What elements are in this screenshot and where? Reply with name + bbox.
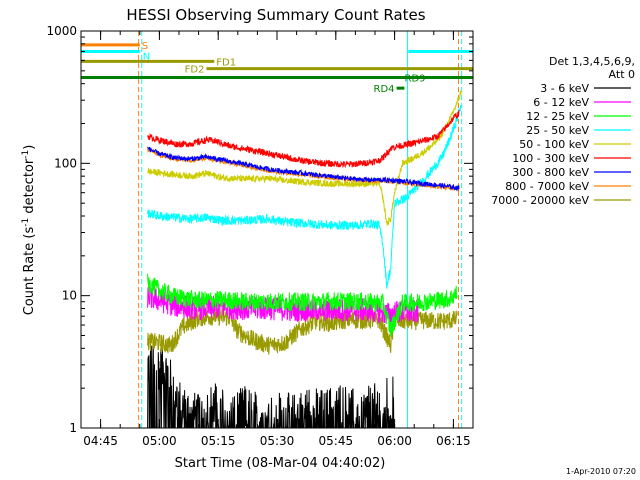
flag-label: FD1 (216, 57, 236, 68)
x-axis-ticks: 04:45 05:00 05:15 05:30 05:45 06:00 06:15 (80, 31, 474, 448)
legend-label: 25 - 50 keV (526, 124, 589, 137)
x-tick-label: 05:15 (201, 434, 236, 448)
y-tick-label: 1 (69, 421, 77, 435)
footer-timestamp: 1-Apr-2010 07:20 (566, 467, 636, 476)
y-axis-label: Count Rate (s-1 detector-1) (21, 145, 37, 316)
legend-label: 800 - 7000 keV (505, 180, 589, 193)
legend-label: 7000 - 20000 keV (491, 194, 589, 207)
flag-label: FD2 (185, 65, 205, 76)
legend-label: 100 - 300 keV (512, 152, 589, 165)
x-tick-label: 06:00 (377, 434, 412, 448)
series-line (147, 90, 462, 226)
series-line (147, 306, 458, 355)
x-tick-label: 06:15 (436, 434, 471, 448)
series-line (147, 273, 458, 337)
legend-header-line1: Det 1,3,4,5,6,9, (549, 55, 635, 68)
legend-label: 300 - 800 keV (512, 166, 589, 179)
x-tick-label: 05:45 (319, 434, 354, 448)
x-tick-label: 04:45 (83, 434, 118, 448)
x-axis-label: Start Time (08-Mar-04 04:40:02) (175, 456, 386, 471)
y-axis-ticks: 1 10 100 1000 (46, 24, 473, 435)
legend-label: 3 - 6 keV (540, 82, 589, 95)
series-line (147, 285, 419, 326)
y-tick-label: 1000 (46, 24, 77, 38)
legend-header-line2: Att 0 (609, 68, 635, 81)
chart-title: HESSI Observing Summary Count Rates (126, 6, 425, 24)
series-layer (147, 90, 462, 430)
x-tick-label: 05:00 (142, 434, 177, 448)
series-line (147, 105, 462, 290)
flag-label: RD4 (374, 84, 395, 95)
series-line (147, 146, 460, 192)
flag-label: RD9 (405, 74, 426, 85)
legend-label: 50 - 100 keV (519, 138, 589, 151)
flag-bars: SN FD1 FD2 RD9 RD4 (81, 41, 473, 95)
series-line (147, 343, 395, 430)
y-tick-label: 100 (54, 156, 77, 170)
x-tick-label: 05:30 (260, 434, 295, 448)
y-tick-label: 10 (62, 289, 77, 303)
legend-label: 12 - 25 keV (526, 110, 589, 123)
plot-frame (80, 30, 474, 429)
attenuator-vlines (138, 31, 463, 428)
flag-label: N (143, 51, 150, 62)
flag-label: S (142, 41, 148, 52)
legend-label: 6 - 12 keV (533, 96, 589, 109)
series-line (147, 109, 460, 169)
